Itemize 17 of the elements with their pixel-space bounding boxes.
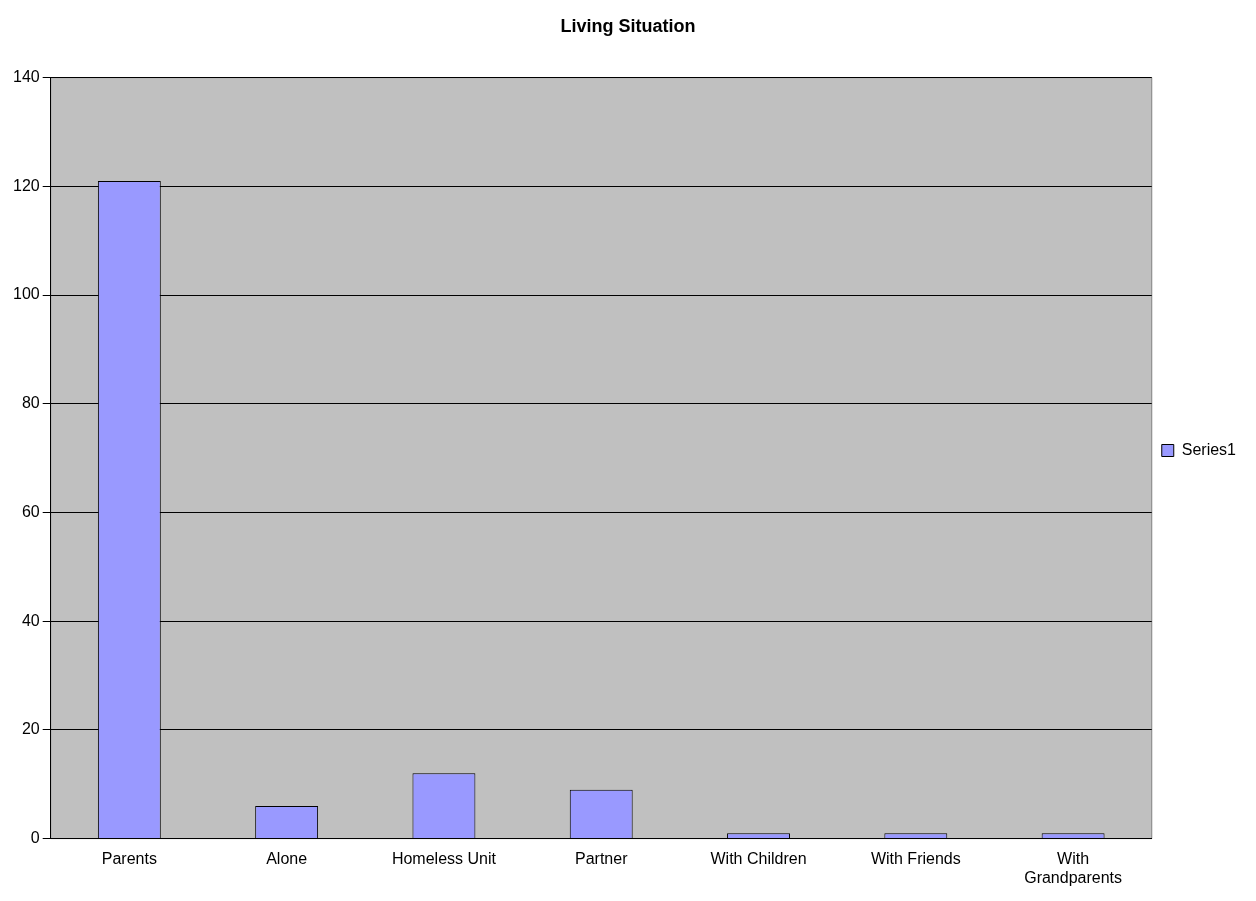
y-tick-label: 60 <box>21 502 40 520</box>
y-tick-label: 0 <box>30 829 40 847</box>
x-tick-label: With Children <box>710 849 807 867</box>
y-tick-label: 100 <box>12 285 40 303</box>
y-tick-label: 120 <box>12 176 40 194</box>
chart-title: Living Situation <box>560 15 696 36</box>
y-tick-label: 40 <box>21 611 40 629</box>
x-tick-label: Parents <box>101 849 157 867</box>
x-tick-label: With Friends <box>870 849 961 867</box>
y-tick-label: 20 <box>21 720 40 738</box>
legend-label: Series1 <box>1181 440 1237 458</box>
x-tick-label: With Grandparents <box>1024 849 1123 886</box>
y-tick-label: 80 <box>21 394 40 412</box>
x-tick-label: Partner <box>574 849 629 867</box>
y-tick-label: 140 <box>12 68 40 86</box>
x-tick-label: Homeless Unit <box>391 849 497 867</box>
x-tick-label: Alone <box>266 849 308 867</box>
